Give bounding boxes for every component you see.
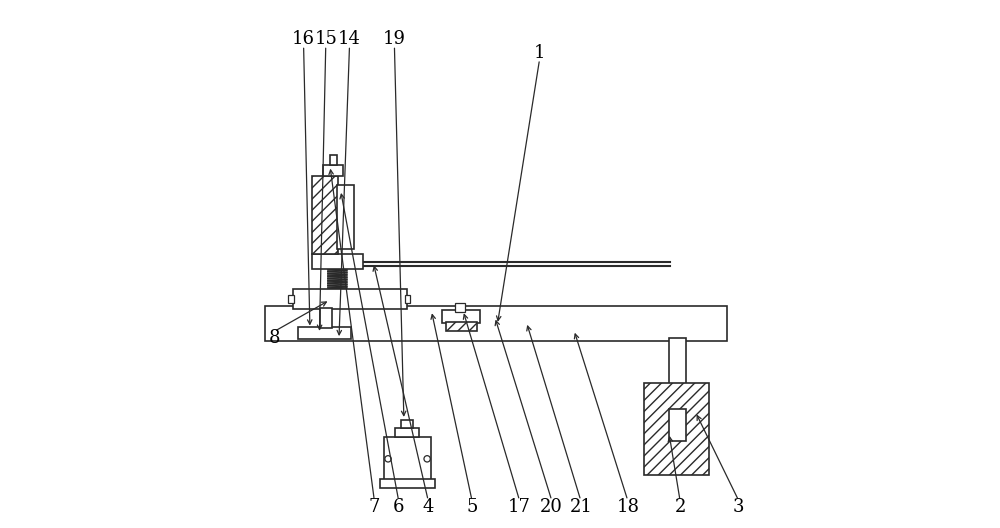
Bar [293,289,407,309]
Text: 6: 6 [393,498,404,516]
Bar [401,420,413,428]
Text: 4: 4 [423,498,434,516]
Bar [669,338,686,412]
Text: 15: 15 [314,30,337,48]
Text: 16: 16 [292,30,315,48]
Bar [337,185,354,249]
Bar [265,306,727,341]
Text: 2: 2 [674,498,686,516]
Bar [455,303,465,312]
Text: 18: 18 [616,498,639,516]
Bar [395,428,419,437]
Bar [288,295,294,303]
Text: 21: 21 [569,498,592,516]
Bar [330,155,337,165]
Bar [644,383,709,475]
Text: 19: 19 [383,30,406,48]
Text: 1: 1 [534,44,545,62]
Bar [442,310,480,323]
Bar [323,165,343,176]
Text: 5: 5 [466,498,478,516]
Bar [380,479,435,488]
Bar [298,327,351,339]
Bar [384,437,431,480]
Text: 8: 8 [268,329,280,347]
Text: 7: 7 [369,498,380,516]
Text: 20: 20 [540,498,563,516]
Text: 14: 14 [338,30,361,48]
Text: 3: 3 [733,498,744,516]
Bar [312,176,338,254]
Bar [446,322,477,331]
Bar [312,254,363,269]
Text: 17: 17 [508,498,531,516]
Bar [320,308,332,328]
Bar [405,295,410,303]
Bar [669,409,686,441]
